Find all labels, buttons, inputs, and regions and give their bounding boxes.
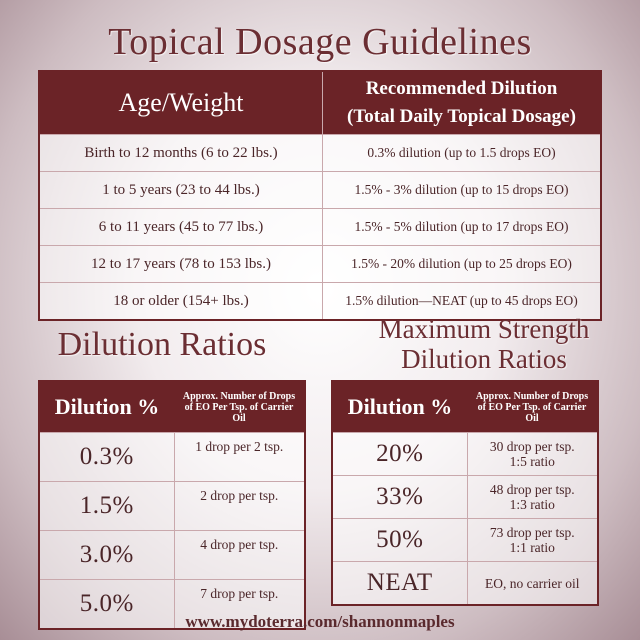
max-strength-title: Maximum Strength Dilution Ratios (334, 314, 634, 374)
table-row: 1.5% 2 drop per tsp. (39, 481, 305, 531)
table-row: 20% 30 drop per tsp. 1:5 ratio (332, 432, 598, 476)
table-row: 0.3% 1 drop per 2 tsp. (39, 432, 305, 482)
pct-cell: 33% (332, 475, 468, 519)
pct-cell: 5.0% (39, 579, 175, 629)
dilution-cell: 1.5% - 5% dilution (up to 17 drops EO) (322, 208, 601, 246)
drops-cell: 48 drop per tsp. 1:3 ratio (467, 475, 598, 519)
pct-cell: NEAT (332, 561, 468, 605)
age-cell: Birth to 12 months (6 to 22 lbs.) (39, 134, 323, 172)
table-row: 5.0% 7 drop per tsp. (39, 579, 305, 629)
drops-header: Approx. Number of Drops of EO Per Tsp. o… (174, 381, 305, 433)
age-cell: 18 or older (154+ lbs.) (39, 282, 323, 320)
drops-cell: 1 drop per 2 tsp. (174, 432, 305, 482)
drops-cell: 30 drop per tsp. 1:5 ratio (467, 432, 598, 476)
drops-cell: 2 drop per tsp. (174, 481, 305, 531)
drops-line1: 48 drop per tsp. (489, 482, 575, 497)
rec-header-line1: Recommended Dilution (365, 78, 558, 99)
table-row: Birth to 12 months (6 to 22 lbs.) 0.3% d… (39, 134, 601, 172)
table-row: 33% 48 drop per tsp. 1:3 ratio (332, 475, 598, 519)
drops-line1: EO, no carrier oil (485, 575, 580, 591)
drops-line1: 30 drop per tsp. (489, 439, 575, 454)
website-link[interactable]: www.mydoterra.com/shannonmaples (185, 612, 455, 631)
max-strength-table: Dilution % Approx. Number of Drops of EO… (331, 380, 599, 606)
dilution-cell: 1.5% dilution—NEAT (up to 45 drops EO) (322, 282, 601, 320)
dosage-header-row: Age/Weight Recommended Dilution (Total D… (39, 71, 601, 135)
max-drops-header: Approx. Number of Drops of EO Per Tsp. o… (467, 381, 598, 433)
dilution-cell: 1.5% - 3% dilution (up to 15 drops EO) (322, 171, 601, 209)
max-title-line1: Maximum Strength (378, 314, 590, 344)
table-row: 1 to 5 years (23 to 44 lbs.) 1.5% - 3% d… (39, 171, 601, 209)
drops-cell: 4 drop per tsp. (174, 530, 305, 580)
dilution-cell: 0.3% dilution (up to 1.5 drops EO) (322, 134, 601, 172)
dilution-ratios-table: Dilution % Approx. Number of Drops of EO… (38, 380, 306, 630)
drops-line1: 73 drop per tsp. (489, 525, 575, 540)
main-title: Topical Dosage Guidelines (108, 21, 532, 63)
table-row: 6 to 11 years (45 to 77 lbs.) 1.5% - 5% … (39, 208, 601, 246)
rec-header-line2: (Total Daily Topical Dosage) (347, 106, 576, 127)
age-cell: 12 to 17 years (78 to 153 lbs.) (39, 245, 323, 283)
age-weight-header: Age/Weight (39, 71, 323, 135)
table-row: NEAT EO, no carrier oil (332, 561, 598, 605)
dilution-pct-header: Dilution % (39, 381, 174, 433)
dilution-cell: 1.5% - 20% dilution (up to 25 drops EO) (322, 245, 601, 283)
table-row: 18 or older (154+ lbs.) 1.5% dilution—NE… (39, 282, 601, 320)
age-cell: 1 to 5 years (23 to 44 lbs.) (39, 171, 323, 209)
ratio-line: 1:1 ratio (509, 540, 555, 555)
table-row: 50% 73 drop per tsp. 1:1 ratio (332, 518, 598, 562)
drops-cell: 7 drop per tsp. (174, 579, 305, 629)
recommended-dilution-header: Recommended Dilution (Total Daily Topica… (322, 71, 601, 135)
pct-cell: 1.5% (39, 481, 175, 531)
ratio-line: 1:5 ratio (509, 454, 555, 469)
dilution-header-row: Dilution % Approx. Number of Drops of EO… (39, 381, 305, 433)
dilution-ratios-title: Dilution Ratios (57, 326, 267, 363)
max-title-line2: Dilution Ratios (401, 344, 567, 374)
age-cell: 6 to 11 years (45 to 77 lbs.) (39, 208, 323, 246)
pct-cell: 3.0% (39, 530, 175, 580)
pct-cell: 20% (332, 432, 468, 476)
pct-cell: 50% (332, 518, 468, 562)
ratio-line: 1:3 ratio (509, 497, 555, 512)
table-row: 12 to 17 years (78 to 153 lbs.) 1.5% - 2… (39, 245, 601, 283)
max-pct-header: Dilution % (332, 381, 467, 433)
pct-cell: 0.3% (39, 432, 175, 482)
dosage-table: Age/Weight Recommended Dilution (Total D… (38, 70, 602, 321)
table-row: 3.0% 4 drop per tsp. (39, 530, 305, 580)
max-header-row: Dilution % Approx. Number of Drops of EO… (332, 381, 598, 433)
drops-cell: 73 drop per tsp. 1:1 ratio (467, 518, 598, 562)
drops-cell: EO, no carrier oil (467, 561, 598, 605)
